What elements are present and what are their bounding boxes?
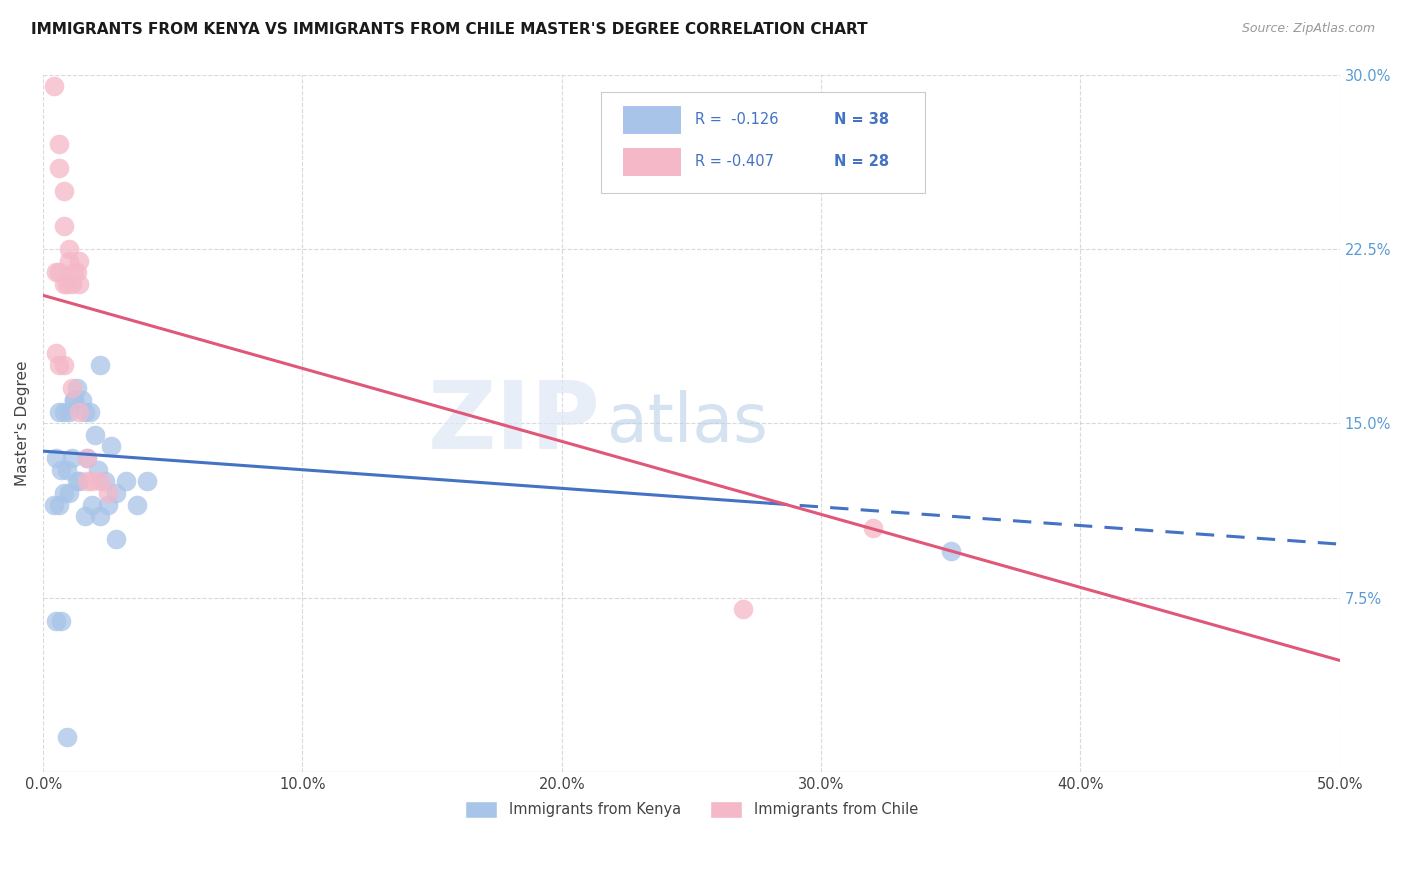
Point: [60, 381, 83, 395]
Point: [89, 509, 111, 524]
Point: [69, 253, 91, 268]
Point: [73, 509, 96, 524]
Point: [82, 475, 104, 489]
Point: [79, 404, 101, 418]
Point: [58, 253, 80, 268]
Point: [66, 381, 89, 395]
Text: N = 38: N = 38: [834, 112, 889, 128]
Point: [115, 475, 138, 489]
Point: [70, 392, 93, 407]
Point: [86, 463, 108, 477]
Point: [69, 277, 91, 291]
Point: [48, 137, 70, 152]
Point: [104, 486, 127, 500]
Text: Source: ZipAtlas.com: Source: ZipAtlas.com: [1241, 22, 1375, 36]
Point: [58, 486, 80, 500]
Point: [45, 451, 67, 466]
Point: [89, 475, 111, 489]
Point: [76, 451, 98, 466]
Point: [48, 265, 70, 279]
Legend: Immigrants from Kenya, Immigrants from Chile: Immigrants from Kenya, Immigrants from C…: [460, 795, 924, 824]
Point: [82, 498, 104, 512]
Point: [89, 358, 111, 372]
Point: [42, 498, 65, 512]
Point: [58, 242, 80, 256]
Point: [51, 614, 73, 628]
Point: [45, 614, 67, 628]
Text: R =  -0.126: R = -0.126: [696, 112, 779, 128]
Point: [60, 451, 83, 466]
Text: ZIP: ZIP: [427, 377, 600, 469]
Point: [66, 475, 89, 489]
Point: [42, 79, 65, 94]
Text: N = 28: N = 28: [834, 154, 889, 169]
FancyBboxPatch shape: [600, 92, 925, 193]
Point: [52, 486, 75, 500]
Point: [55, 277, 77, 291]
Point: [97, 498, 120, 512]
Text: R = -0.407: R = -0.407: [696, 154, 775, 169]
Point: [733, 602, 755, 616]
Point: [66, 265, 89, 279]
Point: [52, 277, 75, 291]
Point: [125, 498, 148, 512]
Y-axis label: Master's Degree: Master's Degree: [15, 360, 30, 486]
Point: [51, 463, 73, 477]
Point: [48, 498, 70, 512]
Point: [69, 404, 91, 418]
Point: [76, 451, 98, 466]
Point: [76, 475, 98, 489]
Point: [52, 404, 75, 418]
Point: [60, 277, 83, 291]
Point: [52, 184, 75, 198]
Point: [63, 392, 86, 407]
Point: [58, 404, 80, 418]
Point: [135, 475, 157, 489]
Point: [48, 404, 70, 418]
Point: [84, 428, 107, 442]
Point: [104, 533, 127, 547]
Point: [939, 544, 962, 558]
Point: [45, 265, 67, 279]
Text: atlas: atlas: [607, 390, 768, 456]
Point: [100, 440, 122, 454]
Point: [63, 265, 86, 279]
Point: [97, 486, 120, 500]
Point: [55, 730, 77, 744]
Point: [48, 161, 70, 175]
Point: [862, 521, 884, 535]
Point: [52, 219, 75, 233]
Text: IMMIGRANTS FROM KENYA VS IMMIGRANTS FROM CHILE MASTER'S DEGREE CORRELATION CHART: IMMIGRANTS FROM KENYA VS IMMIGRANTS FROM…: [31, 22, 868, 37]
Point: [52, 358, 75, 372]
Point: [48, 358, 70, 372]
Point: [69, 475, 91, 489]
Point: [45, 346, 67, 360]
Point: [55, 463, 77, 477]
Bar: [623, 106, 681, 134]
Bar: [623, 148, 681, 176]
Point: [73, 404, 96, 418]
Point: [63, 392, 86, 407]
Point: [94, 475, 117, 489]
